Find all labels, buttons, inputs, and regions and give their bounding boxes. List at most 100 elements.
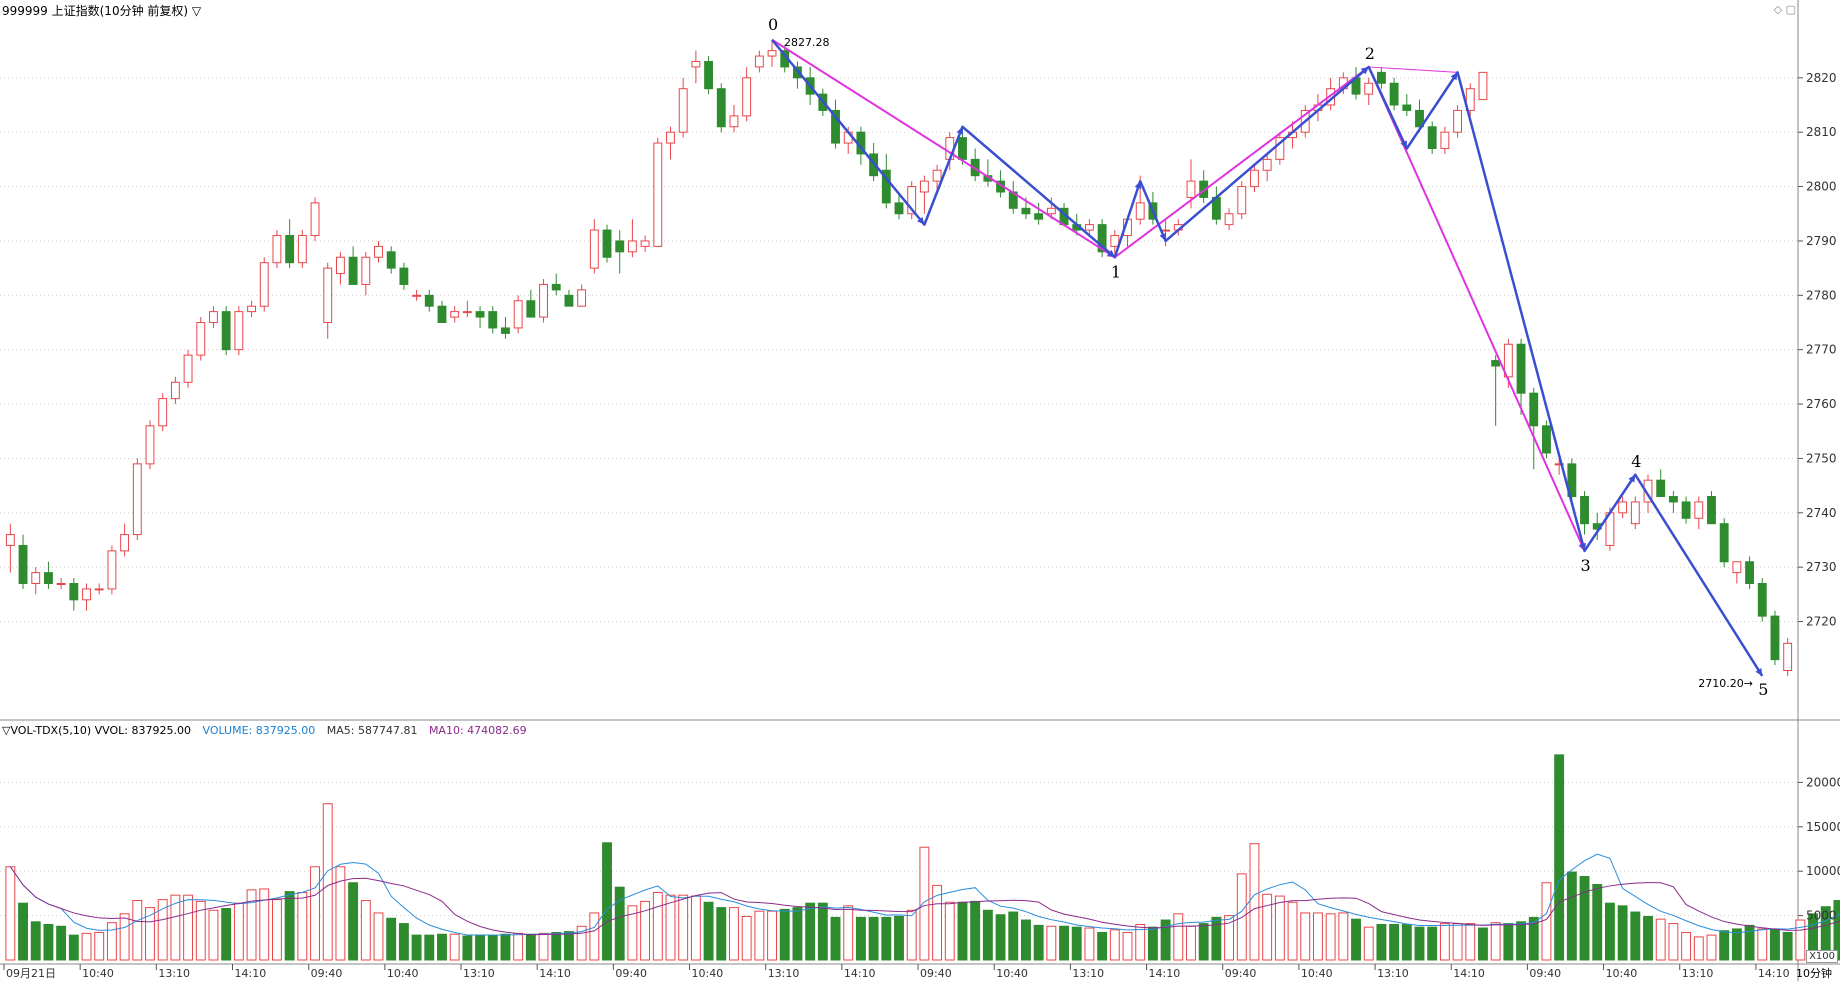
volume-bar	[5, 866, 16, 961]
volume-bar	[1554, 754, 1565, 961]
volume-bar	[919, 846, 930, 961]
volume-bar	[640, 900, 651, 961]
candle-body	[1084, 224, 1094, 231]
volume-bar	[81, 932, 92, 961]
candle-body	[1415, 109, 1424, 128]
volume-tick-label: 10000	[1806, 864, 1840, 878]
wave-label: 4	[1631, 452, 1641, 471]
candle-body	[1707, 496, 1716, 525]
volume-bar	[132, 900, 143, 961]
volume-bar	[1795, 919, 1806, 961]
candle-body	[272, 235, 282, 264]
candle-body	[716, 88, 726, 128]
candle-body	[678, 88, 688, 133]
x100-label: X100	[1806, 950, 1838, 963]
time-tick-label: 10:40	[1606, 967, 1638, 980]
volume-bar	[1312, 912, 1323, 961]
volume-bar	[1490, 922, 1501, 961]
volume-bar	[1516, 921, 1527, 961]
time-tick-label: 14:10	[1758, 967, 1790, 980]
volume-bar	[1033, 924, 1044, 961]
volume-bar	[475, 934, 486, 961]
volume-bar	[449, 933, 460, 961]
time-tick-label: 09:40	[311, 967, 343, 980]
candle-body	[285, 235, 295, 264]
volume-bar	[18, 902, 28, 961]
candle-body	[539, 283, 548, 318]
time-tick-label: 10:40	[1301, 967, 1333, 980]
volume-bar	[767, 910, 777, 961]
candle-body	[323, 267, 333, 323]
candle-body	[412, 294, 422, 297]
price-tick-label: 2720	[1806, 615, 1837, 629]
volume-bar	[703, 901, 714, 961]
candle-body	[1453, 109, 1463, 133]
volume-bar	[1109, 929, 1120, 961]
volume-bar	[1274, 895, 1285, 961]
window-icons[interactable]: ◇ ▢	[1773, 3, 1796, 16]
volume-bar	[1604, 902, 1615, 961]
candle-body	[1668, 496, 1678, 503]
volume-bar	[30, 921, 41, 961]
time-tick-label: 13:10	[1377, 967, 1409, 980]
volume-bar	[360, 900, 371, 961]
volume-bar	[1643, 915, 1653, 961]
volume-bar	[1211, 916, 1222, 961]
candle-body	[1719, 523, 1729, 563]
volume-bar	[1122, 931, 1133, 961]
candle-body	[361, 256, 371, 285]
time-tick-label: 14:10	[539, 967, 571, 980]
volume-bar	[284, 891, 295, 961]
volume-bar	[1097, 931, 1108, 961]
candle-body	[1745, 561, 1755, 584]
candle-body	[259, 262, 269, 307]
candle-body	[1529, 392, 1539, 427]
volume-indicator-name[interactable]: ▽VOL-TDX(5,10) VVOL: 837925.00	[2, 724, 191, 737]
candle-body	[209, 311, 218, 323]
candle-body	[589, 229, 599, 269]
volume-bar	[1287, 901, 1298, 961]
candle-body	[1503, 343, 1513, 378]
candle-body	[881, 169, 891, 204]
volume-bar	[563, 931, 574, 961]
volume-bar	[1059, 925, 1069, 961]
candle-body	[297, 235, 307, 264]
high-value-label: 2827.28	[784, 36, 830, 49]
candle-body	[1135, 202, 1145, 220]
candle-body	[1110, 235, 1120, 247]
time-tick-label: 13:10	[463, 967, 495, 980]
volume-bar	[754, 910, 765, 961]
candle-body	[1046, 207, 1056, 215]
volume-bar	[1173, 913, 1184, 961]
candle-body	[43, 572, 53, 584]
volume-bar	[1198, 923, 1209, 961]
volume-bar	[1186, 925, 1196, 961]
volume-bar	[398, 923, 409, 961]
candle-body	[1478, 71, 1488, 101]
volume-bar	[982, 909, 993, 961]
candle-body	[1554, 463, 1564, 466]
volume-bar	[221, 907, 232, 961]
time-tick-label: 13:10	[1682, 967, 1714, 980]
candle-body	[183, 354, 193, 383]
chart-title[interactable]: 999999 上证指数(10分钟 前复权) ▽	[2, 4, 202, 18]
candle-body	[1262, 158, 1272, 171]
volume-bar	[513, 932, 524, 961]
volume-bar	[1046, 925, 1057, 961]
volume-bar	[817, 902, 828, 961]
volume-bar	[43, 923, 54, 961]
candle-body	[1389, 82, 1399, 106]
candle-body	[94, 588, 104, 591]
candle-body	[399, 267, 409, 285]
ma10-line	[9, 866, 1840, 936]
volume-bar	[119, 913, 130, 961]
volume-tick-label: 5000	[1806, 909, 1837, 923]
volume-bar	[652, 892, 663, 961]
volume-bar	[1719, 930, 1730, 961]
volume-bar	[424, 934, 435, 961]
volume-bar	[310, 866, 320, 961]
volume-bar	[1541, 882, 1552, 961]
